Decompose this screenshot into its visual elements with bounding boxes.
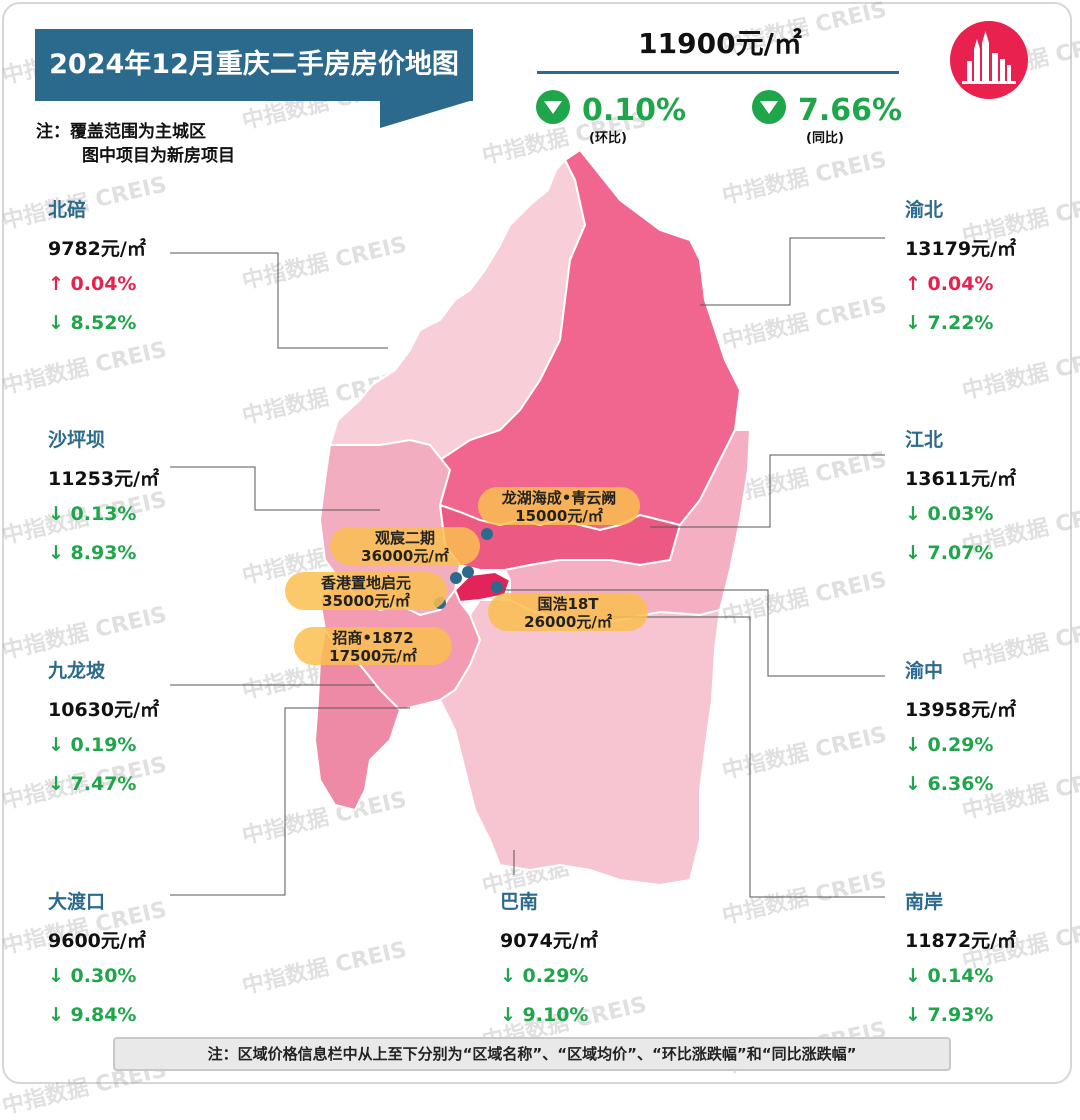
district-dadukou: 大渡口 9600元/㎡ ↓ 0.30% ↓ 9.84% bbox=[48, 887, 208, 1034]
title-banner-tail bbox=[380, 100, 473, 128]
dot-qiyuan[interactable] bbox=[450, 572, 462, 584]
project-name: 观宸二期 bbox=[374, 529, 435, 547]
district-name: 巴南 bbox=[500, 891, 539, 913]
district-name: 沙坪坝 bbox=[48, 429, 106, 451]
district-mom: ↓ 0.13% bbox=[48, 503, 137, 525]
district-mom: ↑ 0.04% bbox=[48, 273, 137, 295]
project-price: 26000元/㎡ bbox=[524, 613, 612, 631]
project-label-guanchen[interactable]: 观宸二期 36000元/㎡ bbox=[330, 527, 480, 565]
leader-shapingba bbox=[170, 466, 380, 511]
district-price: 9600元/㎡ bbox=[48, 930, 146, 952]
region-yuzhong[interactable] bbox=[453, 570, 512, 604]
average-price: 11900元/㎡ bbox=[638, 27, 802, 60]
down-triangle-icon bbox=[536, 90, 570, 124]
district-yoy: ↓ 9.10% bbox=[500, 1004, 589, 1026]
project-name: 龙湖海成•青云阙 bbox=[501, 489, 617, 507]
project-price: 17500元/㎡ bbox=[329, 647, 417, 665]
district-name: 南岸 bbox=[905, 891, 944, 913]
district-price: 11872元/㎡ bbox=[905, 930, 1017, 952]
district-mom: ↓ 0.03% bbox=[905, 503, 994, 525]
down-triangle-icon bbox=[752, 90, 786, 124]
leader-dadukou bbox=[170, 707, 410, 896]
district-shapingba: 沙坪坝 11253元/㎡ ↓ 0.13% ↓ 8.93% bbox=[48, 425, 208, 572]
leader-jiangbei bbox=[650, 454, 885, 528]
dot-guanchen[interactable] bbox=[462, 566, 474, 578]
district-yoy: ↓ 7.07% bbox=[905, 542, 994, 564]
district-mom: ↑ 0.04% bbox=[905, 273, 994, 295]
project-name: 国浩18T bbox=[537, 595, 599, 613]
average-mom-label: (环比) bbox=[589, 131, 627, 146]
district-yoy: ↓ 7.22% bbox=[905, 312, 994, 334]
leader-yubei bbox=[700, 237, 885, 306]
page-frame bbox=[2, 2, 1072, 1084]
project-price: 15000元/㎡ bbox=[515, 507, 603, 525]
average-mom: 0.10% bbox=[536, 90, 686, 128]
district-name: 江北 bbox=[905, 429, 944, 451]
district-price: 9074元/㎡ bbox=[500, 930, 598, 952]
district-yoy: ↓ 7.47% bbox=[48, 773, 137, 795]
leader-nanan bbox=[610, 616, 885, 898]
district-mom: ↓ 0.29% bbox=[905, 734, 994, 756]
district-yoy: ↓ 8.52% bbox=[48, 312, 137, 334]
district-beibei: 北碚 9782元/㎡ ↑ 0.04% ↓ 8.52% bbox=[48, 195, 208, 342]
district-yubei: 渝北 13179元/㎡ ↑ 0.04% ↓ 7.22% bbox=[905, 195, 1065, 342]
district-yoy: ↓ 9.84% bbox=[48, 1004, 137, 1026]
average-yoy: 7.66% bbox=[752, 90, 902, 128]
project-label-zhaoshang[interactable]: 招商•1872 17500元/㎡ bbox=[294, 627, 452, 665]
project-label-guohao[interactable]: 国浩18T 26000元/㎡ bbox=[488, 593, 648, 631]
average-underline bbox=[537, 71, 899, 74]
district-price: 10630元/㎡ bbox=[48, 699, 160, 721]
district-nanan: 南岸 11872元/㎡ ↓ 0.14% ↓ 7.93% bbox=[905, 887, 1065, 1034]
project-price: 35000元/㎡ bbox=[322, 592, 410, 610]
district-jiangbei: 江北 13611元/㎡ ↓ 0.03% ↓ 7.07% bbox=[905, 425, 1065, 572]
project-name: 香港置地启元 bbox=[320, 574, 411, 592]
region-dadukou[interactable] bbox=[313, 627, 402, 812]
coverage-note: 注：覆盖范围为主城区 图中项目为新房项目 bbox=[36, 120, 235, 168]
project-label-qingyunque[interactable]: 龙湖海成•青云阙 15000元/㎡ bbox=[478, 487, 640, 525]
district-yuzhong: 渝中 13958元/㎡ ↓ 0.29% ↓ 6.36% bbox=[905, 656, 1065, 803]
district-name: 九龙坡 bbox=[48, 660, 106, 682]
region-banan[interactable] bbox=[438, 599, 722, 887]
district-price: 13958元/㎡ bbox=[905, 699, 1017, 721]
leader-beibei bbox=[170, 252, 388, 349]
dot-guohao[interactable] bbox=[491, 581, 503, 593]
district-price: 9782元/㎡ bbox=[48, 238, 146, 260]
district-name: 渝中 bbox=[905, 660, 944, 682]
district-yoy: ↓ 6.36% bbox=[905, 773, 994, 795]
average-yoy-value: 7.66% bbox=[798, 93, 903, 128]
leader-lines bbox=[170, 237, 885, 898]
district-mom: ↓ 0.14% bbox=[905, 965, 994, 987]
district-mom: ↓ 0.29% bbox=[500, 965, 589, 987]
legend-note: 注：区域价格信息栏中从上至下分别为“区域名称”、“区域均价”、“环比涨跌幅”和“… bbox=[113, 1037, 951, 1071]
title-banner bbox=[35, 29, 473, 101]
leader-yuzhong bbox=[500, 589, 885, 677]
district-name: 北碚 bbox=[48, 199, 87, 221]
district-price: 13179元/㎡ bbox=[905, 238, 1017, 260]
coverage-note-line1: 注：覆盖范围为主城区 bbox=[36, 122, 206, 142]
project-name: 招商•1872 bbox=[332, 629, 414, 647]
project-label-qiyuan[interactable]: 香港置地启元 35000元/㎡ bbox=[285, 572, 447, 610]
district-name: 大渡口 bbox=[48, 891, 106, 913]
district-banan: 巴南 9074元/㎡ ↓ 0.29% ↓ 9.10% bbox=[500, 887, 660, 1034]
average-mom-value: 0.10% bbox=[582, 93, 687, 128]
district-yoy: ↓ 8.93% bbox=[48, 542, 137, 564]
project-price: 36000元/㎡ bbox=[361, 547, 449, 565]
dot-qingyunque[interactable] bbox=[481, 528, 493, 540]
district-price: 11253元/㎡ bbox=[48, 468, 160, 490]
coverage-note-line2: 图中项目为新房项目 bbox=[82, 146, 235, 166]
city-skyline-logo bbox=[950, 21, 1028, 99]
page-title: 2024年12月重庆二手房房价地图 bbox=[49, 49, 459, 80]
district-mom: ↓ 0.19% bbox=[48, 734, 137, 756]
district-price: 13611元/㎡ bbox=[905, 468, 1017, 490]
district-yoy: ↓ 7.93% bbox=[905, 1004, 994, 1026]
district-jiulongpo: 九龙坡 10630元/㎡ ↓ 0.19% ↓ 7.47% bbox=[48, 656, 208, 803]
average-yoy-label: (同比) bbox=[806, 131, 844, 146]
skyline-icon bbox=[962, 31, 1016, 84]
district-mom: ↓ 0.30% bbox=[48, 965, 137, 987]
district-name: 渝北 bbox=[905, 199, 944, 221]
